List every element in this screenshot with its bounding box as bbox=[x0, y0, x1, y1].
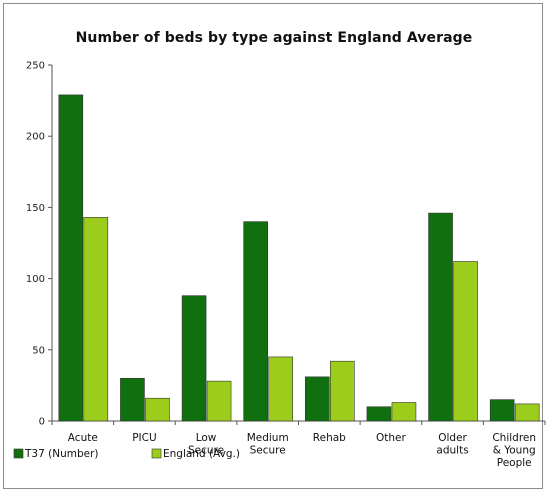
x-category-label: & Young bbox=[493, 445, 536, 457]
y-tick-label: 250 bbox=[26, 61, 45, 72]
bar-england-avg bbox=[268, 356, 293, 422]
x-category-label: Rehab bbox=[313, 432, 346, 444]
legend-label: T37 (Number) bbox=[24, 448, 99, 460]
y-tick-label: 50 bbox=[32, 345, 45, 356]
bar-t37 bbox=[305, 376, 330, 422]
bar-t37 bbox=[428, 212, 453, 422]
legend-label: England (Avg.) bbox=[163, 448, 240, 460]
x-category-label: Children bbox=[492, 432, 536, 444]
x-category-label: Older bbox=[438, 432, 467, 444]
x-category-label: People bbox=[497, 457, 532, 469]
bar-t37 bbox=[366, 406, 392, 422]
x-category-label: adults bbox=[436, 445, 468, 457]
x-category-label: Acute bbox=[68, 432, 98, 444]
legend-swatch bbox=[13, 448, 24, 459]
bar-t37 bbox=[58, 94, 84, 422]
bar-england-avg bbox=[514, 403, 540, 422]
x-category-label: Low bbox=[196, 432, 217, 444]
bar-england-avg bbox=[330, 360, 355, 422]
legend-swatch bbox=[151, 448, 162, 459]
bar-t37 bbox=[181, 295, 207, 422]
x-category-label: Secure bbox=[188, 445, 224, 457]
bar-t37 bbox=[243, 221, 268, 422]
bar-england-avg bbox=[145, 397, 170, 422]
chart-title: Number of beds by type against England A… bbox=[75, 30, 473, 46]
bar-t37 bbox=[489, 399, 515, 422]
bar-england-avg bbox=[83, 217, 109, 422]
bar-england-avg bbox=[391, 402, 417, 422]
x-category-label: Other bbox=[376, 432, 406, 444]
x-category-label: Secure bbox=[250, 445, 286, 457]
y-tick-label: 150 bbox=[26, 203, 45, 214]
y-tick-label: 0 bbox=[39, 417, 45, 428]
y-tick-label: 100 bbox=[26, 274, 45, 285]
y-tick-label: 200 bbox=[26, 132, 45, 143]
bar-england-avg bbox=[206, 380, 232, 422]
bar-t37 bbox=[120, 377, 145, 422]
x-category-label: PICU bbox=[132, 432, 156, 444]
x-category-label: Medium bbox=[247, 432, 289, 444]
bar-england-avg bbox=[453, 261, 478, 422]
